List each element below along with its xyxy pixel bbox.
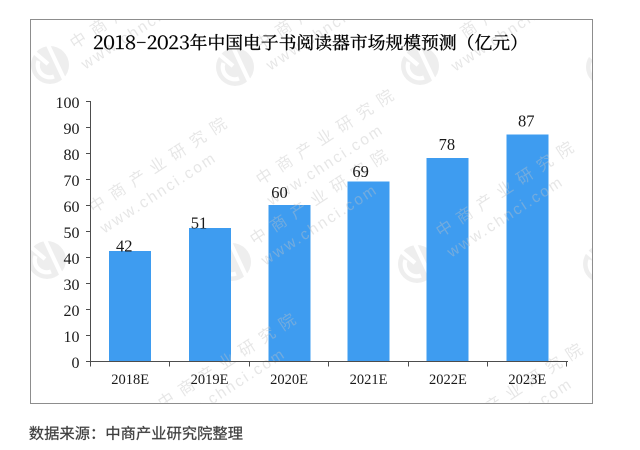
svg-text:80: 80 [64,147,80,164]
svg-text:40: 40 [64,251,80,268]
svg-text:87: 87 [518,112,535,131]
svg-text:2021E: 2021E [350,372,388,388]
svg-text:51: 51 [191,214,208,233]
svg-text:100: 100 [56,95,80,112]
svg-text:20: 20 [64,303,80,320]
svg-text:2020E: 2020E [270,372,308,388]
svg-text:2022E: 2022E [429,372,467,388]
svg-text:2019E: 2019E [191,372,229,388]
svg-text:10: 10 [64,329,80,346]
svg-text:78: 78 [439,135,456,154]
svg-text:90: 90 [64,121,80,138]
svg-text:50: 50 [64,225,80,242]
svg-text:2018E: 2018E [111,372,149,388]
svg-text:42: 42 [116,236,133,255]
svg-text:30: 30 [64,277,80,294]
svg-text:0: 0 [72,355,80,372]
svg-text:69: 69 [352,162,369,181]
svg-text:2023E: 2023E [508,372,546,388]
svg-text:70: 70 [64,173,80,190]
svg-text:60: 60 [64,199,80,216]
svg-text:60: 60 [271,183,288,202]
